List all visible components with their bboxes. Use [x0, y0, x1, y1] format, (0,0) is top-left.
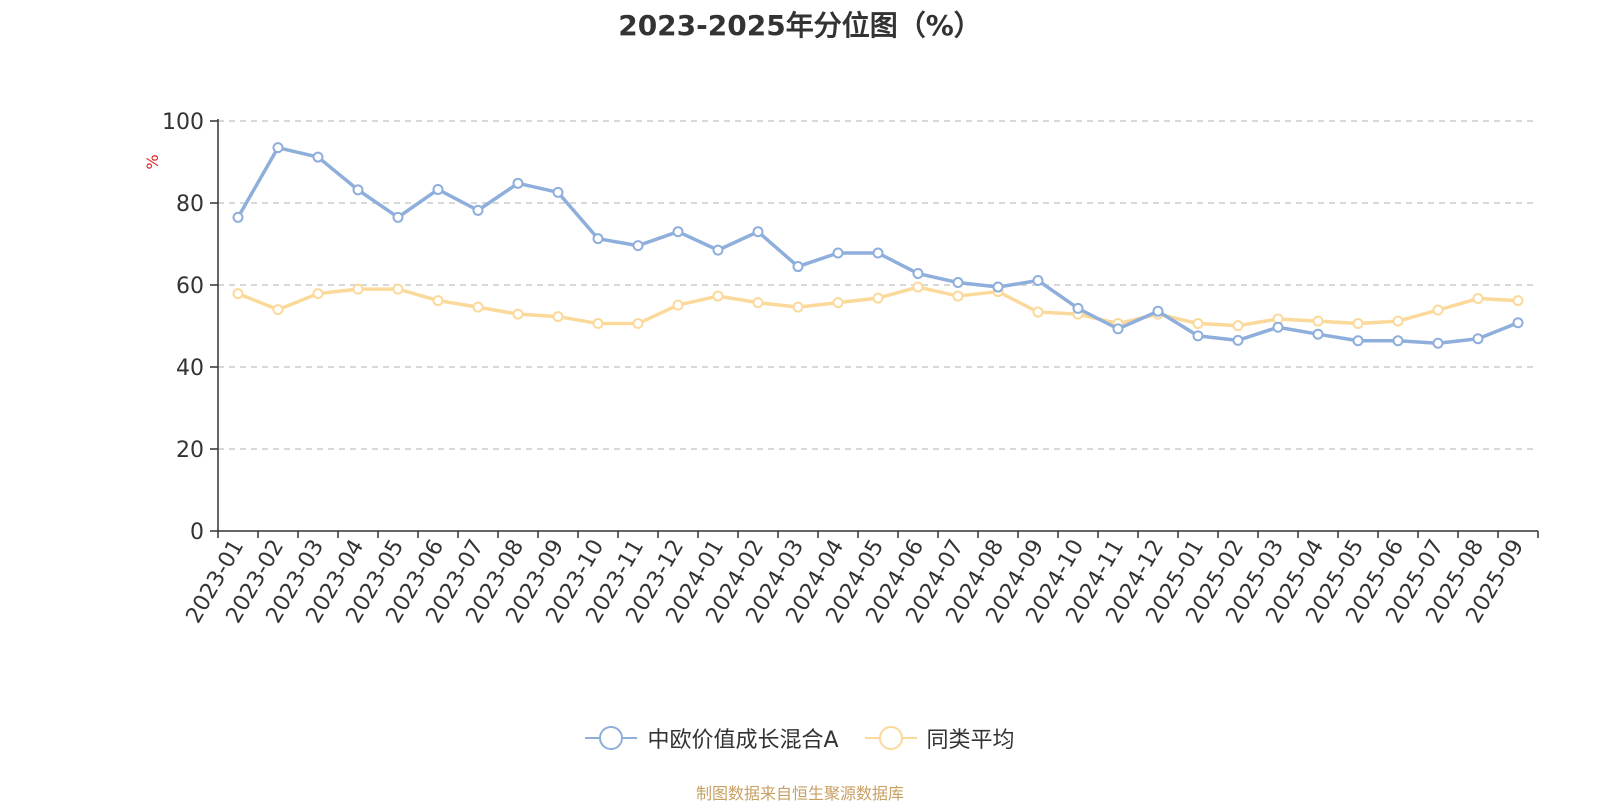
data-point — [1312, 315, 1324, 327]
data-point — [352, 283, 364, 295]
data-point — [952, 290, 964, 302]
data-point — [392, 211, 404, 223]
data-point — [752, 297, 764, 309]
series-line — [236, 145, 1519, 345]
data-point — [392, 283, 404, 295]
grid-lines — [218, 120, 1538, 450]
data-point — [432, 183, 444, 195]
y-tick-label: 80 — [176, 192, 204, 217]
data-point — [872, 292, 884, 304]
legend-item-average[interactable]: 同类平均 — [864, 722, 1015, 754]
data-point — [632, 240, 644, 252]
data-point — [512, 308, 524, 320]
data-point — [1392, 315, 1404, 327]
data-point — [352, 184, 364, 196]
data-source-note: 制图数据来自恒生聚源数据库 — [695, 784, 904, 803]
data-point — [912, 281, 924, 293]
data-point — [1392, 335, 1404, 347]
data-point — [592, 233, 604, 245]
data-point — [952, 277, 964, 289]
legend-label-fund: 中欧价值成长混合A — [647, 728, 839, 753]
data-point — [312, 151, 324, 163]
data-point — [272, 304, 284, 316]
data-point — [312, 288, 324, 300]
data-point — [1432, 304, 1444, 316]
data-point — [1312, 328, 1324, 340]
data-point — [1272, 321, 1284, 333]
legend-swatch-fund — [585, 726, 638, 750]
data-point — [792, 261, 804, 273]
data-point — [712, 290, 724, 302]
data-point — [712, 244, 724, 256]
data-point — [1152, 305, 1164, 317]
data-point — [1472, 333, 1484, 345]
data-point — [1192, 318, 1204, 330]
data-point — [1432, 337, 1444, 349]
y-tick-label: 40 — [176, 356, 204, 381]
data-point — [272, 142, 284, 154]
data-point — [752, 226, 764, 238]
data-point — [632, 318, 644, 330]
data-point — [1352, 335, 1364, 347]
data-point — [552, 186, 564, 198]
data-point — [472, 204, 484, 216]
y-tick-label: 20 — [176, 438, 204, 463]
data-point — [1192, 330, 1204, 342]
y-axis-label: % — [143, 154, 162, 169]
data-point — [672, 226, 684, 238]
data-point — [232, 288, 244, 300]
data-point — [1472, 293, 1484, 305]
data-point — [472, 301, 484, 313]
data-point — [232, 211, 244, 223]
data-point — [912, 268, 924, 280]
data-point — [1032, 306, 1044, 318]
legend-swatch-average — [864, 726, 917, 750]
legend-item-fund[interactable]: 中欧价值成长混合A — [585, 722, 839, 754]
data-point — [1352, 318, 1364, 330]
y-tick-label: 0 — [190, 520, 204, 545]
legend: 中欧价值成长混合A 同类平均 — [0, 722, 1600, 754]
data-point — [1032, 274, 1044, 286]
data-point — [1232, 334, 1244, 346]
y-tick-label: 60 — [176, 274, 204, 299]
chart-title: 2023-2025年分位图（%） — [618, 9, 982, 42]
data-point — [592, 318, 604, 330]
data-point — [792, 301, 804, 313]
data-point — [1232, 320, 1244, 332]
series-1 — [232, 281, 1524, 332]
data-point — [552, 311, 564, 323]
data-point — [1072, 302, 1084, 314]
data-point — [832, 247, 844, 259]
data-point — [672, 299, 684, 311]
series — [232, 142, 1524, 349]
y-tick-label: 100 — [162, 110, 204, 135]
data-point — [872, 247, 884, 259]
data-point — [512, 177, 524, 189]
data-point — [1512, 317, 1524, 329]
data-point — [992, 281, 1004, 293]
data-point — [432, 295, 444, 307]
data-point — [1112, 323, 1124, 335]
series-0 — [232, 142, 1524, 349]
legend-label-average: 同类平均 — [926, 728, 1015, 753]
data-point — [1512, 295, 1524, 307]
axes: 0204060801002023-012023-022023-032023-04… — [162, 110, 1539, 628]
data-point — [832, 297, 844, 309]
